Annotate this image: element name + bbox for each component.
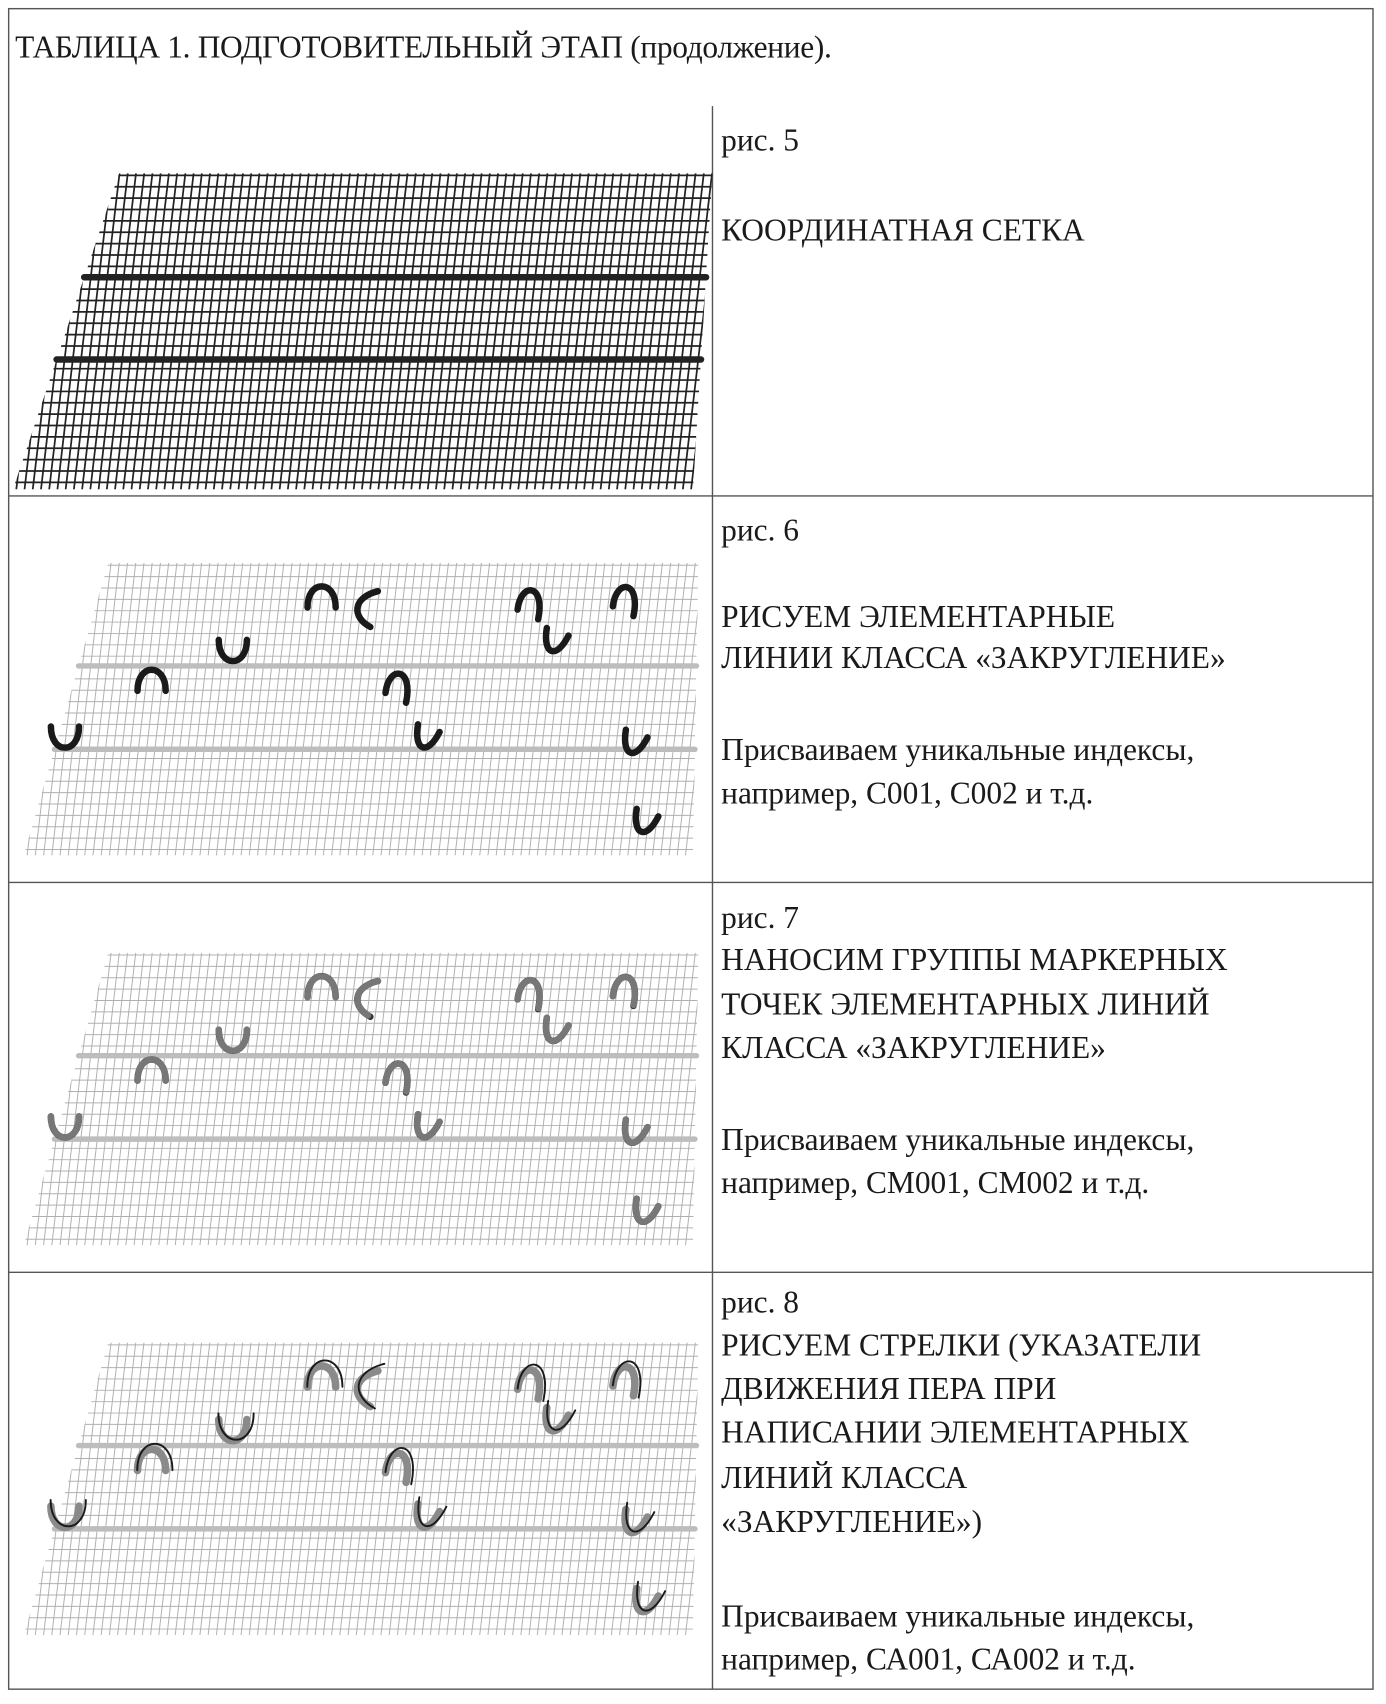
figure-note-6-line: Присваиваем уникальные индексы, bbox=[721, 729, 1194, 772]
figure-caption-8-line: ДВИЖЕНИЯ ПЕРА ПРИ bbox=[721, 1368, 1056, 1411]
rounding-lines-fig6 bbox=[51, 586, 658, 832]
figure-caption-8-line: РИСУЕМ СТРЕЛКИ (УКАЗАТЕЛИ bbox=[721, 1324, 1201, 1367]
figure-caption-8-line: НАПИСАНИИ ЭЛЕМЕНТАРНЫХ bbox=[721, 1411, 1189, 1454]
figure-note-7-line: Присваиваем уникальные индексы, bbox=[721, 1119, 1194, 1162]
document-page: ТАБЛИЦА 1. ПОДГОТОВИТЕЛЬНЫЙ ЭТАП (продол… bbox=[0, 0, 1386, 1703]
marker-points-fig7 bbox=[51, 976, 658, 1222]
marker-dots bbox=[518, 980, 540, 1009]
rounding-line-vee bbox=[625, 1509, 647, 1532]
figure-caption-7-line: НАНОСИМ ГРУППЫ МАРКЕРНЫХ bbox=[721, 939, 1228, 982]
figure-label-7: рис. 7 bbox=[721, 897, 799, 940]
figure-label-8: рис. 8 bbox=[721, 1281, 799, 1324]
marker-dots bbox=[385, 1064, 407, 1093]
rounding-line-vee bbox=[636, 809, 658, 832]
figure-caption-7-line: ТОЧЕК ЭЛЕМЕНТАРНЫХ ЛИНИЙ bbox=[721, 983, 1209, 1026]
marker-dots bbox=[546, 1018, 568, 1041]
coordinate-grid-fig5 bbox=[0, 171, 803, 492]
figure-label-6: рис. 6 bbox=[721, 509, 799, 552]
figure-caption-8-line: «ЗАКРУГЛЕНИЕ») bbox=[721, 1501, 982, 1544]
figure-caption-5: КООРДИНАТНАЯ СЕТКА bbox=[721, 209, 1085, 252]
figure-note-6-line: например, С001, С002 и т.д. bbox=[721, 772, 1093, 815]
coordinate-grid-fig7 bbox=[2, 951, 786, 1248]
rounding-line-hook bbox=[385, 674, 407, 703]
rounding-line-vee bbox=[636, 1588, 658, 1611]
figure-label-5: рис. 5 bbox=[721, 119, 799, 162]
coordinate-grid-fig6 bbox=[2, 561, 786, 858]
figure-note-8-line: Присваиваем уникальные индексы, bbox=[721, 1595, 1194, 1638]
rounding-line-hook bbox=[518, 590, 540, 619]
rounding-line-cap bbox=[138, 670, 166, 691]
figure-note-8-line: например, СА001, СА002 и т.д. bbox=[721, 1638, 1135, 1681]
figure-caption-7-line: КЛАССА «ЗАКРУГЛЕНИЕ» bbox=[721, 1026, 1106, 1069]
figure-caption-6-line: ЛИНИИ КЛАССА «ЗАКРУГЛЕНИЕ» bbox=[721, 637, 1226, 680]
rounding-line-vee bbox=[546, 628, 568, 651]
rounding-line-paren bbox=[357, 1371, 378, 1407]
figure-caption-8-line: ЛИНИЙ КЛАССА bbox=[721, 1456, 967, 1499]
coordinate-grid-fig8 bbox=[2, 1341, 786, 1638]
table-title: ТАБЛИЦА 1. ПОДГОТОВИТЕЛЬНЫЙ ЭТАП (продол… bbox=[15, 26, 831, 69]
figure-note-7-line: например, СМ001, СМ002 и т.д. bbox=[721, 1162, 1149, 1205]
marker-dots bbox=[636, 1199, 658, 1222]
figure-caption-6-line: РИСУЕМ ЭЛЕМЕНТАРНЫЕ bbox=[721, 596, 1115, 639]
rounding-line-vee bbox=[546, 1408, 568, 1431]
